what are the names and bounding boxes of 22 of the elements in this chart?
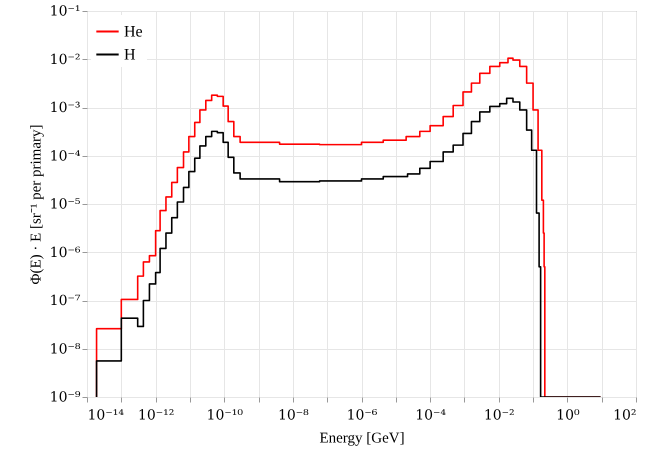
legend-label: He	[124, 24, 143, 40]
y-tick-label: 10⁻⁹	[50, 390, 81, 406]
y-tick-label: 10⁻⁸	[50, 341, 81, 358]
y-tick-label: 10⁻⁷	[50, 293, 81, 309]
y-tick-label: 10⁻³	[50, 100, 80, 116]
x-tick-label: 10⁻⁴	[415, 408, 446, 424]
y-tick-label: 10⁻⁴	[50, 148, 81, 164]
y-tick-label: 10⁻⁵	[50, 196, 81, 212]
x-tick-label: 10⁰	[556, 408, 580, 424]
x-tick-label: 10⁻¹²	[138, 408, 174, 424]
x-axis-title: Energy [GeV]	[319, 430, 405, 446]
x-tick-label: 10⁻²	[484, 408, 515, 424]
x-tick-label: 10²	[613, 408, 636, 424]
legend-label: H	[124, 46, 136, 64]
x-tick-label: 10⁻⁸	[278, 408, 310, 424]
y-tick-label: 10⁻²	[50, 52, 80, 68]
x-tick-label: 10⁻¹⁰	[206, 408, 244, 424]
y-tick-label: 10⁻⁶	[50, 244, 81, 261]
y-axis-title: Φ(E) · E [sr⁻¹ per primary]	[28, 124, 45, 284]
x-tick-label: 10⁻¹⁴	[88, 408, 124, 424]
y-tick-label: 10⁻¹	[50, 4, 80, 20]
x-tick-label: 10⁻⁶	[346, 408, 378, 424]
